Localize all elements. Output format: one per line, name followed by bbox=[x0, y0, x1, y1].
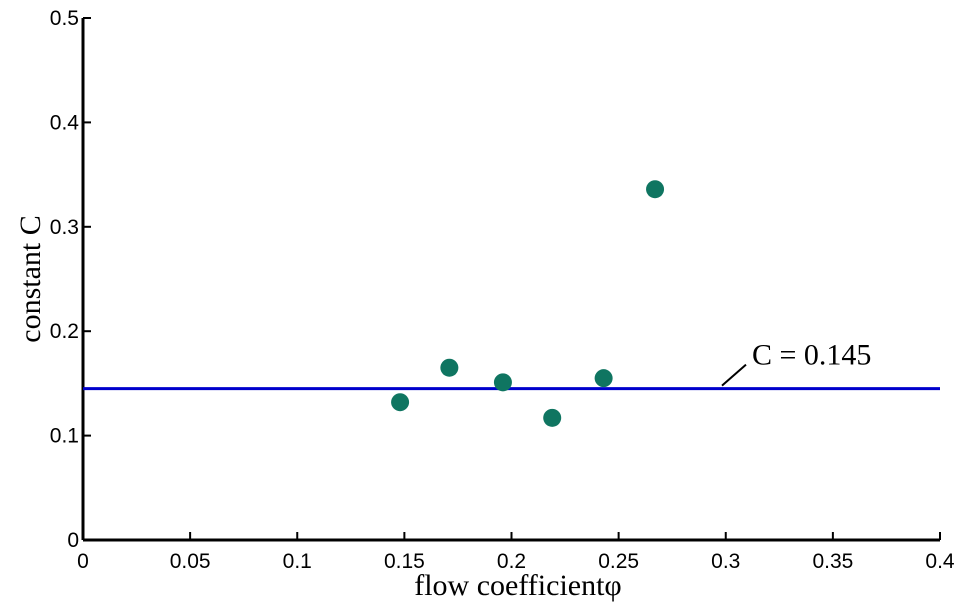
point bbox=[391, 393, 410, 412]
y-tick-label: 0.3 bbox=[50, 216, 79, 239]
point bbox=[493, 373, 512, 392]
x-tick-label: 0.35 bbox=[812, 550, 853, 573]
point bbox=[646, 180, 665, 199]
x-tick-label: 0.4 bbox=[925, 550, 955, 573]
x-tick-label: 0.25 bbox=[598, 550, 639, 573]
point bbox=[543, 408, 562, 427]
point bbox=[594, 369, 613, 388]
reference-label: C = 0.145 bbox=[752, 339, 871, 372]
y-tick-label: 0.2 bbox=[50, 320, 79, 343]
point bbox=[440, 358, 459, 377]
annotation-leader bbox=[721, 363, 747, 387]
x-axis-label: flow coefficientφ bbox=[414, 569, 622, 602]
x-tick-label: 0 bbox=[77, 550, 89, 573]
x-tick-label: 0.2 bbox=[497, 550, 526, 573]
y-tick-label: 0.1 bbox=[50, 425, 79, 448]
x-tick-label: 0.1 bbox=[283, 550, 312, 573]
y-tick-label: 0.5 bbox=[50, 7, 79, 30]
y-tick-label: 0 bbox=[67, 529, 79, 552]
y-tick-label: 0.4 bbox=[50, 111, 80, 134]
y-axis-label: constant C bbox=[14, 215, 47, 343]
x-tick-label: 0.05 bbox=[170, 550, 211, 573]
x-tick-label: 0.15 bbox=[384, 550, 425, 573]
x-tick-label: 0.3 bbox=[711, 550, 740, 573]
